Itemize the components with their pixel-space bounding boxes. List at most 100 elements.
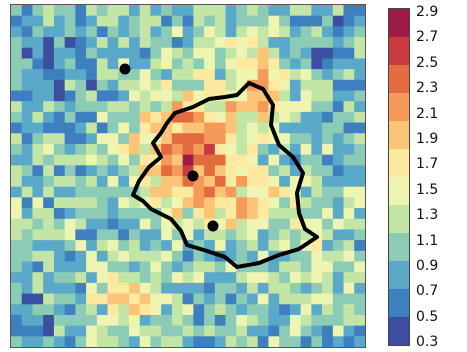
heatmap-cell xyxy=(21,336,33,347)
heatmap-cell xyxy=(257,208,269,220)
heatmap-cell xyxy=(279,208,291,220)
heatmap-cell xyxy=(96,79,108,91)
heatmap-cell xyxy=(225,37,237,49)
heatmap-cell xyxy=(118,240,130,252)
heatmap-cell xyxy=(300,176,312,188)
heatmap-cell xyxy=(343,261,355,273)
heatmap-cell xyxy=(354,186,365,198)
heatmap-cell xyxy=(32,282,44,294)
heatmap-cell xyxy=(129,90,141,102)
heatmap-cell xyxy=(161,69,173,81)
heatmap-cell xyxy=(139,293,151,305)
heatmap-cell xyxy=(118,101,130,113)
heatmap-cell xyxy=(139,325,151,337)
heatmap-cell xyxy=(43,165,55,177)
heatmap-cell xyxy=(139,336,151,347)
heatmap-cell xyxy=(150,218,162,230)
heatmap-cell xyxy=(53,208,66,220)
heatmap-cell xyxy=(11,186,23,198)
heatmap-cell xyxy=(268,47,280,59)
heatmap-cell xyxy=(64,47,76,59)
heatmap-cell xyxy=(289,218,302,230)
heatmap-cell xyxy=(53,218,66,230)
heatmap-cell xyxy=(96,69,108,81)
heatmap-cell xyxy=(21,272,33,284)
heatmap-cell xyxy=(129,58,141,70)
heatmap-cell xyxy=(193,111,205,123)
heatmap-cell xyxy=(289,208,302,220)
heatmap-cell xyxy=(75,5,87,17)
heatmap-cell xyxy=(21,26,33,38)
heatmap-cell xyxy=(139,208,151,220)
colorbar-tick-label: 2.5 xyxy=(416,54,439,71)
heatmap-cell xyxy=(322,314,334,327)
heatmap-cell xyxy=(236,122,248,134)
heatmap-cell xyxy=(204,325,216,337)
heatmap-cell xyxy=(214,69,226,81)
heatmap-cell xyxy=(236,325,248,337)
heatmap-cell xyxy=(21,69,33,81)
heatmap-cell xyxy=(214,26,226,38)
heatmap-cell xyxy=(118,197,130,209)
heatmap-cell xyxy=(214,314,226,327)
heatmap-cell xyxy=(32,101,44,113)
heatmap-cell xyxy=(53,165,66,177)
colorbar-tick-label: 1.9 xyxy=(416,130,439,147)
heatmap-cell xyxy=(236,240,248,252)
marker-north-west xyxy=(119,63,131,75)
heatmap-cell xyxy=(182,58,194,70)
heatmap-cell xyxy=(32,90,44,102)
heatmap-cell xyxy=(354,69,365,81)
heatmap-cell xyxy=(150,165,162,177)
heatmap-cell xyxy=(332,37,344,49)
heatmap-cell xyxy=(129,79,141,91)
heatmap-cell xyxy=(182,208,194,220)
heatmap-cell xyxy=(236,154,248,166)
heatmap-cell xyxy=(107,122,119,134)
heatmap-cell xyxy=(107,176,119,188)
heatmap-cell xyxy=(86,122,98,134)
heatmap-cell xyxy=(11,282,23,294)
heatmap-cell xyxy=(75,293,87,305)
heatmap-cell xyxy=(107,218,119,230)
heatmap-cell xyxy=(322,37,334,49)
heatmap-cell xyxy=(11,37,23,49)
heatmap-cell xyxy=(182,250,194,262)
heatmap-cell xyxy=(214,186,226,198)
heatmap-cell xyxy=(279,47,291,59)
heatmap-cell xyxy=(86,282,98,294)
heatmap-cell xyxy=(53,47,66,59)
heatmap-cell xyxy=(107,304,119,316)
heatmap-cell xyxy=(289,111,302,123)
heatmap-cell xyxy=(11,90,23,102)
heatmap-cell xyxy=(161,314,173,327)
heatmap-cell xyxy=(182,90,194,102)
heatmap-cell xyxy=(150,229,162,241)
heatmap-cell xyxy=(182,293,194,305)
heatmap-cell xyxy=(182,37,194,49)
region-boundary xyxy=(131,81,319,269)
heatmap-cell xyxy=(247,5,259,17)
heatmap-cell xyxy=(64,79,76,91)
heatmap-cell xyxy=(182,272,194,284)
colorbar-tick-label: 2.9 xyxy=(416,4,439,20)
heatmap-cell xyxy=(300,314,312,327)
heatmap-cell xyxy=(118,122,130,134)
heatmap-cell xyxy=(96,176,108,188)
heatmap-cell xyxy=(107,229,119,241)
heatmap-cell xyxy=(332,165,344,177)
heatmap-cell xyxy=(96,58,108,70)
heatmap-cell xyxy=(332,325,344,337)
heatmap-cell xyxy=(118,133,130,145)
heatmap-cell xyxy=(161,272,173,284)
heatmap-cell xyxy=(161,218,173,230)
heatmap-cell xyxy=(21,314,33,327)
heatmap-cell xyxy=(279,218,291,230)
heatmap-cell xyxy=(64,101,76,113)
heatmap-cell xyxy=(193,154,205,166)
heatmap-cell xyxy=(75,165,87,177)
heatmap-cell xyxy=(289,261,302,273)
heatmap-cell xyxy=(161,229,173,241)
heatmap-cell xyxy=(11,197,23,209)
heatmap-cell xyxy=(53,250,66,262)
